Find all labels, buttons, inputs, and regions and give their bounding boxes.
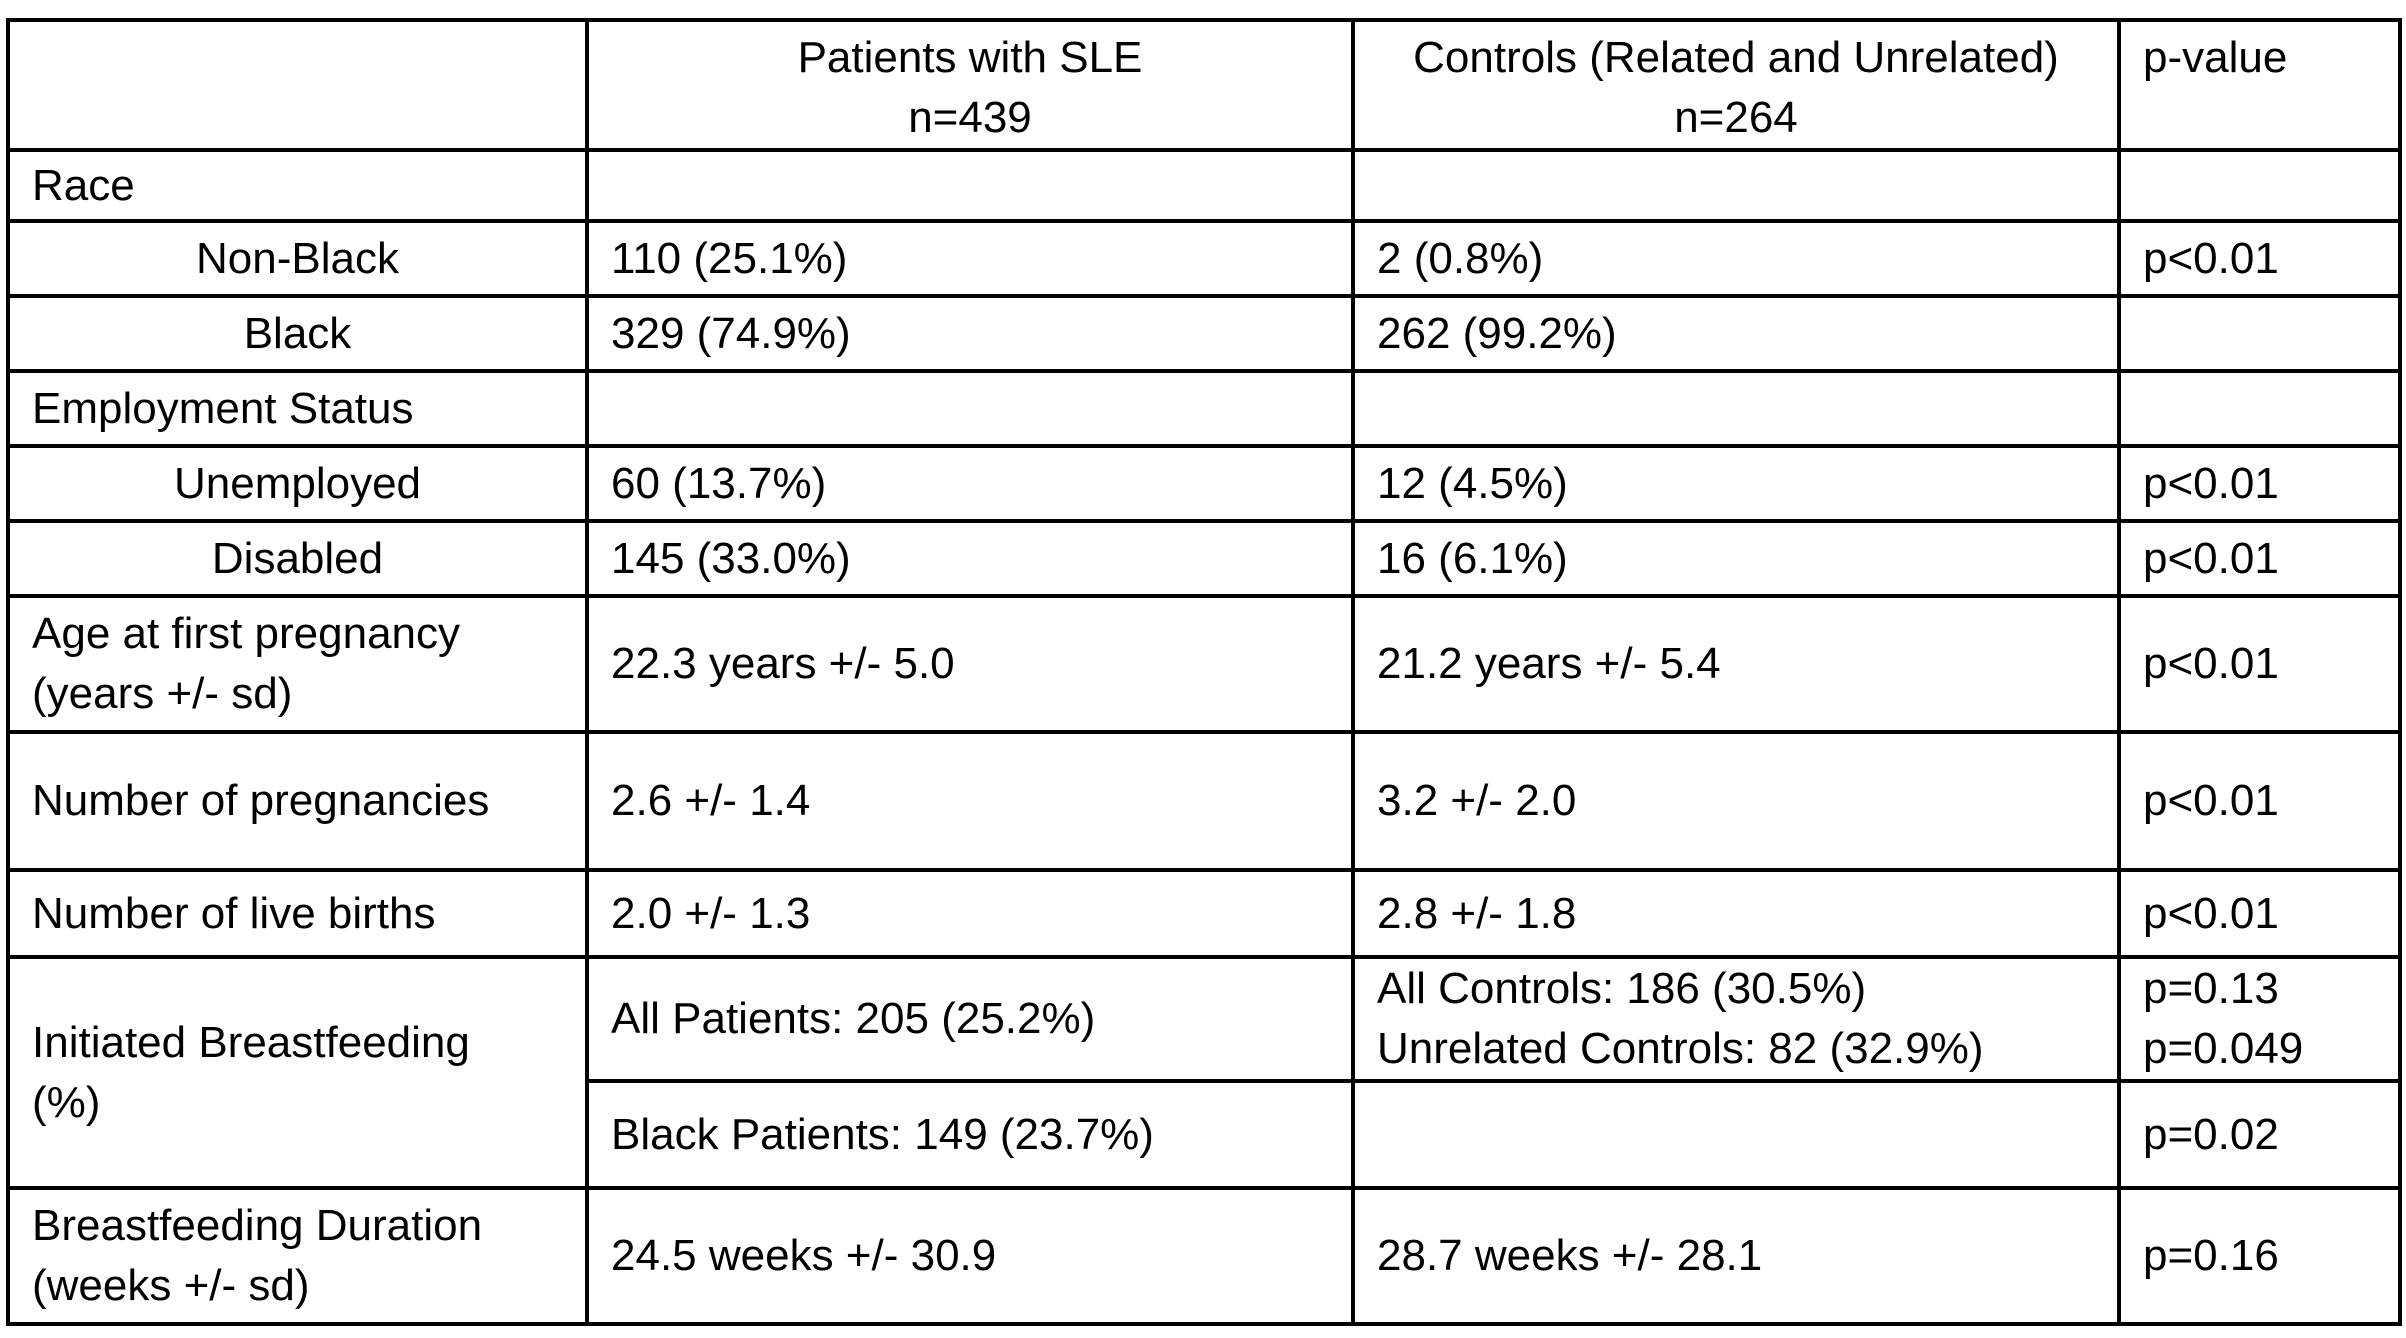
- row-label: Race: [6, 148, 589, 223]
- table-row-disabled: Disabled 145 (33.0%) 16 (6.1%) p<0.01: [6, 519, 2402, 598]
- cell-controls: 2 (0.8%): [1351, 219, 2121, 298]
- cell-pvalue: p<0.01: [2117, 868, 2402, 959]
- cell-sle: 24.5 weeks +/- 30.9: [585, 1186, 1355, 1326]
- cell-pvalue: p<0.01: [2117, 519, 2402, 598]
- cell-sle: [585, 369, 1355, 448]
- cell-controls: [1351, 148, 2121, 223]
- cell-pvalue: [2117, 294, 2402, 373]
- cell-controls: 28.7 weeks +/- 28.1: [1351, 1186, 2121, 1326]
- cell-pvalue: [2117, 148, 2402, 223]
- row-label: Number of live births: [6, 868, 589, 959]
- cell-controls: All Controls: 186 (30.5%) Unrelated Cont…: [1351, 955, 2121, 1083]
- cell-controls-all: All Controls: 186 (30.5%): [1377, 964, 1867, 1013]
- row-label: Unemployed: [6, 444, 589, 523]
- cell-sle: 2.0 +/- 1.3: [585, 868, 1355, 959]
- cell-sle: 22.3 years +/- 5.0: [585, 594, 1355, 734]
- cell-controls: [1351, 369, 2121, 448]
- header-sle-title: Patients with SLE: [797, 33, 1143, 82]
- row-label: Number of pregnancies: [6, 730, 589, 872]
- cell-controls: 12 (4.5%): [1351, 444, 2121, 523]
- cell-controls: 3.2 +/- 2.0: [1351, 730, 2121, 872]
- header-controls: Controls (Related and Unrelated) n=264: [1351, 18, 2121, 152]
- cell-sle: [585, 148, 1355, 223]
- cell-controls: 16 (6.1%): [1351, 519, 2121, 598]
- cell-controls: 2.8 +/- 1.8: [1351, 868, 2121, 959]
- cell-pvalue: p<0.01: [2117, 594, 2402, 734]
- row-label: Non-Black: [6, 219, 589, 298]
- row-label: Employment Status: [6, 369, 589, 448]
- row-label: Breastfeeding Duration (weeks +/- sd): [6, 1186, 589, 1326]
- table-row-black: Black 329 (74.9%) 262 (99.2%): [6, 294, 2402, 373]
- table-row-breastfeeding-black: Black Patients: 149 (23.7%) p=0.02: [8, 1079, 2402, 1190]
- cell-pvalue: p<0.01: [2117, 444, 2402, 523]
- table-row-age-first-pregnancy: Age at first pregnancy (years +/- sd) 22…: [6, 594, 2402, 734]
- cell-controls: 262 (99.2%): [1351, 294, 2121, 373]
- table-row-num-live-births: Number of live births 2.0 +/- 1.3 2.8 +/…: [6, 868, 2402, 959]
- cell-sle: 110 (25.1%): [585, 219, 1355, 298]
- cell-pvalue: p<0.01: [2117, 219, 2402, 298]
- table-row-employment: Employment Status: [6, 369, 2402, 448]
- cell-controls: 21.2 years +/- 5.4: [1351, 594, 2121, 734]
- table-row-num-pregnancies: Number of pregnancies 2.6 +/- 1.4 3.2 +/…: [6, 730, 2402, 872]
- row-label-line2: (weeks +/- sd): [32, 1261, 310, 1310]
- header-row: Patients with SLE n=439 Controls (Relate…: [6, 18, 2402, 152]
- cell-sle: 329 (74.9%): [585, 294, 1355, 373]
- header-sle-n: n=439: [908, 93, 1032, 142]
- row-label-line2: (years +/- sd): [32, 669, 293, 718]
- cell-pvalue: [2117, 369, 2402, 448]
- cell-pvalue-all: p=0.13: [2143, 964, 2279, 1013]
- cell-pvalue-unrelated: p=0.049: [2143, 1024, 2304, 1073]
- header-controls-n: n=264: [1674, 93, 1798, 142]
- table-row-non-black: Non-Black 110 (25.1%) 2 (0.8%) p<0.01: [6, 219, 2402, 298]
- cell-controls-unrelated: Unrelated Controls: 82 (32.9%): [1377, 1024, 1984, 1073]
- cell-sle: 60 (13.7%): [585, 444, 1355, 523]
- cell-pvalue: p=0.13 p=0.049: [2117, 955, 2402, 1083]
- table-row-unemployed: Unemployed 60 (13.7%) 12 (4.5%) p<0.01: [6, 444, 2402, 523]
- row-label-line1: Initiated Breastfeeding: [32, 1017, 470, 1067]
- row-label-line1: Breastfeeding Duration: [32, 1201, 483, 1250]
- row-label: Age at first pregnancy (years +/- sd): [6, 594, 589, 734]
- cell-controls: [1351, 1079, 2121, 1190]
- row-label-line2: (%): [32, 1077, 101, 1127]
- row-label: Disabled: [6, 519, 589, 598]
- row-label: Black: [6, 294, 589, 373]
- cell-sle: 2.6 +/- 1.4: [585, 730, 1355, 872]
- cell-sle: 145 (33.0%): [585, 519, 1355, 598]
- row-label-line1: Age at first pregnancy: [32, 609, 461, 658]
- cell-pvalue: p<0.01: [2117, 730, 2402, 872]
- header-empty-cell: [6, 18, 589, 152]
- cell-pvalue: p=0.16: [2117, 1186, 2402, 1326]
- header-controls-title: Controls (Related and Unrelated): [1413, 33, 2059, 82]
- table-row-race: Race: [6, 148, 2402, 223]
- table-row-breastfeeding-all: Initiated Breastfeeding (%) All Patients…: [6, 955, 2402, 1190]
- header-pvalue: p-value: [2117, 18, 2402, 152]
- header-sle: Patients with SLE n=439: [585, 18, 1355, 152]
- cell-pvalue: p=0.02: [2117, 1079, 2402, 1190]
- row-label: Initiated Breastfeeding (%): [6, 955, 589, 1190]
- table-row-bf-duration: Breastfeeding Duration (weeks +/- sd) 24…: [6, 1186, 2402, 1326]
- cell-sle: All Patients: 205 (25.2%): [585, 955, 1355, 1083]
- demographics-table: Patients with SLE n=439 Controls (Relate…: [6, 18, 2402, 1326]
- cell-sle: Black Patients: 149 (23.7%): [585, 1079, 1355, 1190]
